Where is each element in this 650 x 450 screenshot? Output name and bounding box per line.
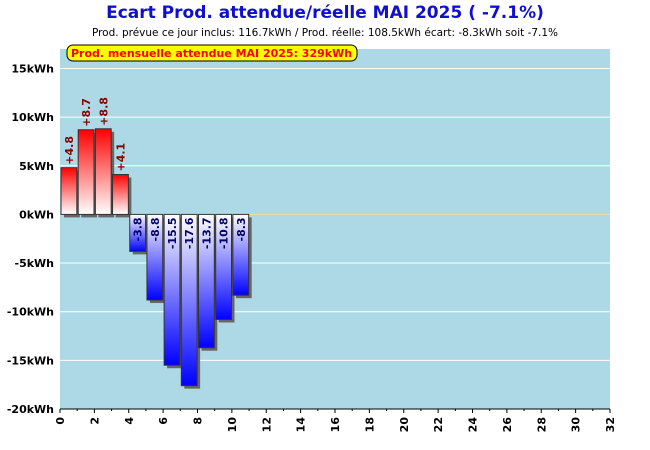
- x-tick-label: 20: [398, 417, 411, 433]
- bar-value-label: +8.8: [97, 97, 110, 126]
- bar-value-label: -17.6: [183, 217, 196, 249]
- bar: [60, 167, 78, 215]
- annotation-box: Prod. mensuelle attendue MAI 2025: 329kW…: [66, 44, 358, 62]
- bar-value-label: -10.8: [218, 217, 231, 249]
- y-tick-label: -5kWh: [15, 257, 55, 270]
- y-tick-label: -10kWh: [7, 306, 54, 319]
- chart-title: Ecart Prod. attendue/réelle MAI 2025 ( -…: [106, 3, 544, 23]
- bar-layer: +4.8+8.7 +8.8+4.1-3.8 -8.8 -15.5 -17.6 -13.7-…: [60, 97, 252, 389]
- x-tick-label: 14: [295, 417, 308, 433]
- x-tick-label: 4: [123, 417, 136, 425]
- bar-value-label: +8.7: [80, 98, 93, 127]
- y-tick-label: -20kWh: [7, 403, 54, 416]
- bar: [215, 213, 232, 320]
- bar: [94, 128, 112, 215]
- x-tick-label: 22: [432, 417, 445, 432]
- bar-value-label: -8.8: [149, 217, 162, 241]
- x-tick-label: 10: [226, 417, 239, 433]
- x-tick-label: 16: [329, 417, 342, 433]
- bar: [77, 129, 95, 215]
- x-tick-label: 30: [570, 417, 583, 433]
- bar: [232, 213, 250, 296]
- y-tick-label: 0kWh: [19, 208, 54, 221]
- axis-layer: 15kWh 10kWh 5kWh 0kWh -5kWh -10kWh -15kWh -20kW…: [7, 62, 617, 432]
- y-tick-label: -15kWh: [7, 354, 54, 367]
- x-tick-label: 24: [467, 417, 480, 433]
- annotation-text: Prod. mensuelle attendue MAI 2025: 329kW…: [71, 47, 352, 60]
- x-tick-label: 32: [604, 417, 617, 432]
- x-tick-label: 6: [157, 417, 170, 425]
- bar: [129, 213, 147, 252]
- bar: [112, 174, 129, 215]
- x-tick-label: 26: [501, 417, 514, 433]
- grid-layer: [60, 67, 610, 361]
- bar-value-label: -3.8: [132, 217, 145, 241]
- bar-value-label: +4.8: [63, 136, 76, 165]
- x-tick-label: 12: [260, 417, 273, 432]
- x-tick-label: 18: [363, 417, 376, 432]
- bar-value-label: -8.3: [235, 217, 248, 241]
- bar: [146, 213, 164, 301]
- x-tick-label: 2: [88, 417, 101, 425]
- bar: [180, 213, 198, 387]
- x-tick-label: 8: [192, 417, 205, 425]
- y-tick-label: 15kWh: [11, 62, 54, 75]
- annotation-background: [66, 44, 358, 62]
- y-tick-label: 5kWh: [19, 160, 54, 173]
- bar-value-label: -15.5: [166, 217, 179, 249]
- bar: [198, 213, 215, 349]
- x-tick-label: 0: [54, 417, 67, 425]
- chart-subtitle: Prod. prévue ce jour inclus: 116.7kWh / …: [91, 27, 559, 39]
- bar-value-label: +4.1: [114, 143, 127, 172]
- bar-value-label: -13.7: [200, 217, 213, 249]
- x-tick-label: 28: [535, 417, 548, 432]
- bar: [163, 213, 181, 366]
- y-tick-label: 10kWh: [11, 111, 54, 124]
